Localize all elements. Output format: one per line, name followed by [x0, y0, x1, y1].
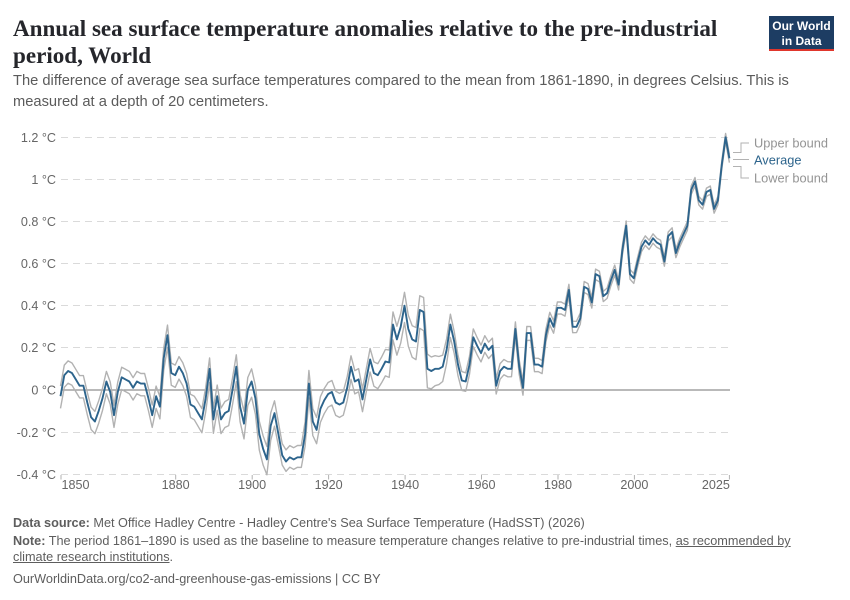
svg-text:Average: Average [754, 153, 801, 168]
svg-text:0.6 °C: 0.6 °C [21, 257, 56, 271]
svg-text:-0.4 °C: -0.4 °C [17, 468, 56, 482]
svg-text:1960: 1960 [467, 478, 495, 492]
svg-text:1880: 1880 [162, 478, 190, 492]
svg-text:0.4 °C: 0.4 °C [21, 299, 56, 313]
svg-text:1850: 1850 [62, 478, 90, 492]
svg-text:2000: 2000 [620, 478, 648, 492]
svg-text:1 °C: 1 °C [31, 173, 56, 187]
svg-text:Upper bound: Upper bound [754, 135, 828, 150]
svg-text:1980: 1980 [544, 478, 572, 492]
svg-text:1900: 1900 [238, 478, 266, 492]
svg-text:0.8 °C: 0.8 °C [21, 215, 56, 229]
svg-text:0 °C: 0 °C [31, 383, 56, 397]
svg-text:1.2 °C: 1.2 °C [21, 131, 56, 145]
svg-text:1920: 1920 [315, 478, 343, 492]
svg-text:1940: 1940 [391, 478, 419, 492]
svg-text:2025: 2025 [702, 478, 730, 492]
svg-text:0.2 °C: 0.2 °C [21, 341, 56, 355]
svg-text:Lower bound: Lower bound [754, 171, 828, 186]
svg-text:-0.2 °C: -0.2 °C [17, 426, 56, 440]
